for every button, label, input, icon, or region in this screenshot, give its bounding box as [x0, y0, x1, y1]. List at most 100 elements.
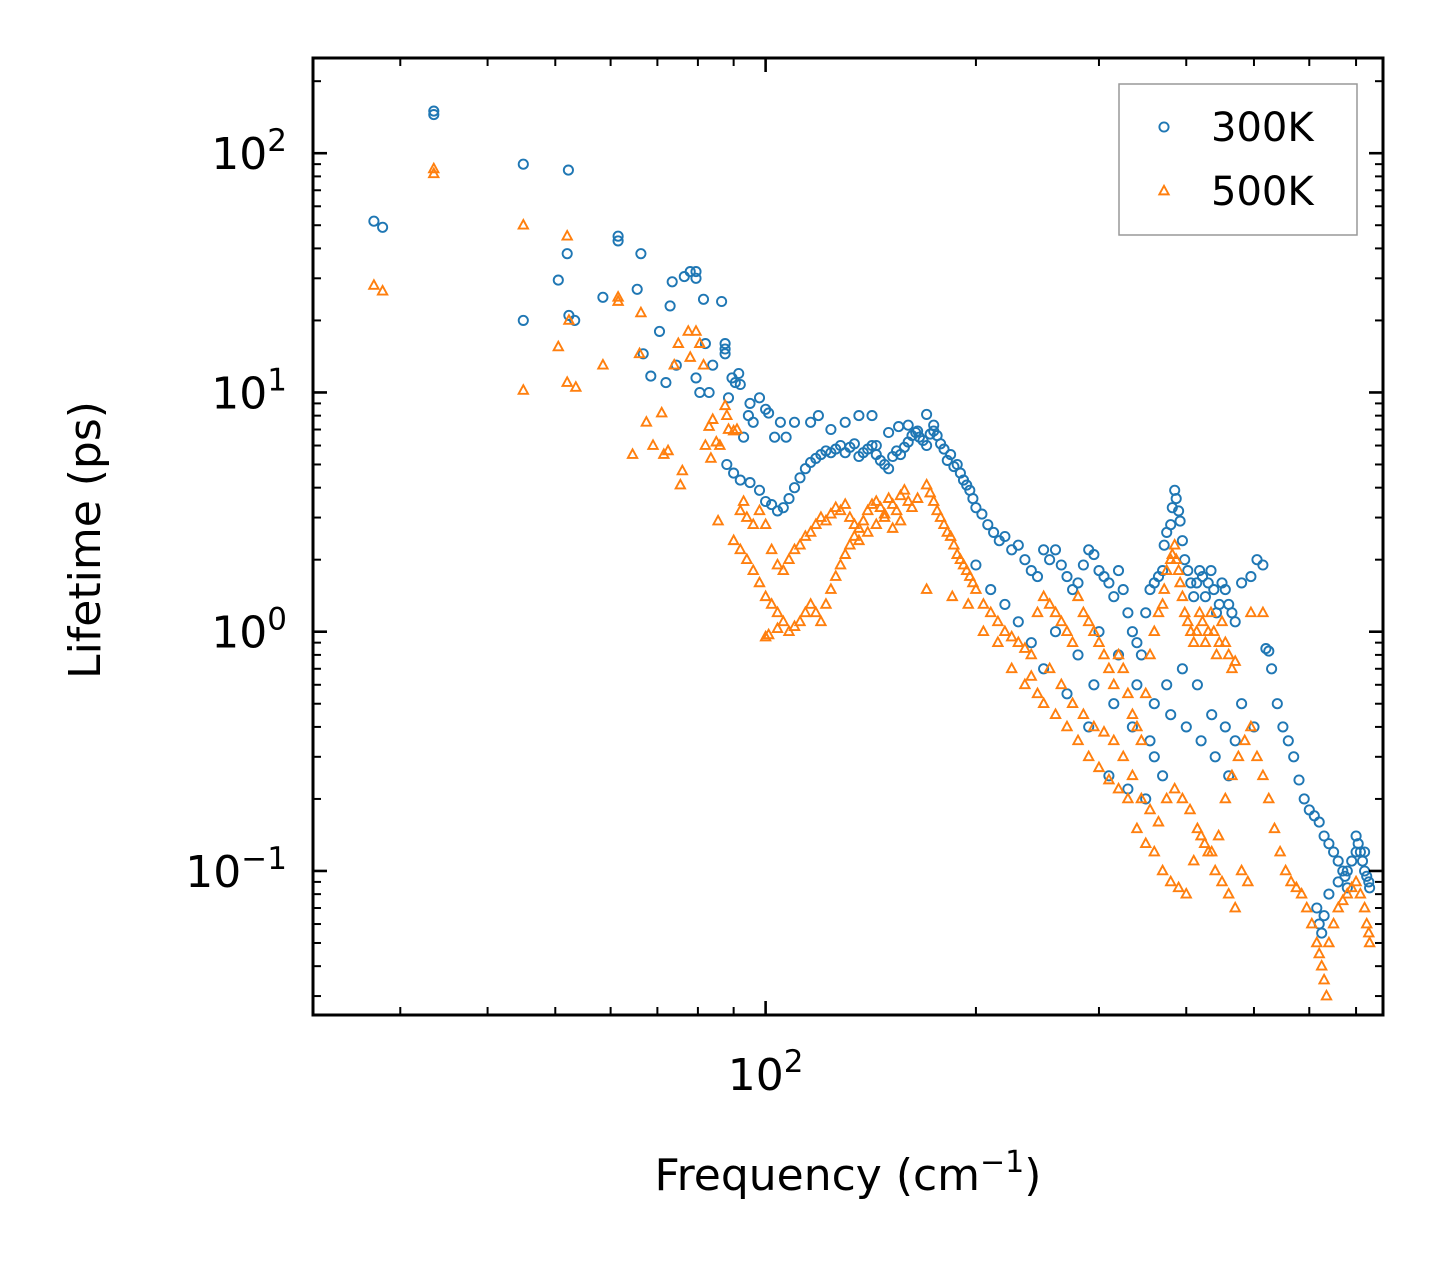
point-500K [1228, 654, 1242, 666]
point-500K [782, 552, 796, 565]
point-300K [999, 598, 1011, 610]
point-500K [882, 491, 895, 503]
point-500K [634, 305, 648, 318]
legend-label: 500K [1211, 169, 1315, 215]
point-500K [793, 614, 807, 627]
point-500K [824, 582, 838, 594]
point-500K [809, 605, 823, 618]
point-300K [1323, 838, 1335, 850]
point-300K [825, 423, 837, 436]
point-300K [1194, 565, 1206, 577]
point-500K [1097, 725, 1111, 737]
point-500K [1215, 874, 1229, 887]
plot-frame [311, 56, 1385, 1017]
point-500K [689, 324, 703, 336]
point-300K [1067, 584, 1079, 596]
legend-item-300K: 300K [1158, 105, 1315, 151]
point-500K [1152, 814, 1165, 827]
point-300K [976, 508, 988, 520]
point-300K [612, 230, 624, 242]
point-500K [1208, 863, 1222, 876]
point-500K [1130, 821, 1144, 834]
point-500K [814, 614, 828, 627]
point-500K [1190, 624, 1203, 637]
legend-marker-circle [1158, 121, 1170, 133]
point-500K [1049, 707, 1062, 720]
point-300K [1313, 816, 1325, 828]
point-500K [771, 557, 784, 570]
point-500K [1173, 575, 1187, 588]
point-500K [991, 614, 1005, 627]
point-300K [1223, 770, 1235, 782]
point-300K [1012, 616, 1024, 628]
point-500K [804, 597, 817, 609]
point-500K [1340, 886, 1354, 899]
point-500K [1172, 880, 1185, 893]
point-500K [376, 284, 389, 296]
point-500K [1135, 791, 1148, 804]
point-500K [1241, 874, 1255, 887]
point-500K [1031, 686, 1044, 699]
point-500K [672, 336, 685, 348]
point-500K [1305, 916, 1319, 929]
point-500K [865, 497, 879, 509]
point-500K [1194, 828, 1208, 841]
point-300K [569, 314, 581, 326]
point-500K [1082, 749, 1095, 762]
point-500K [730, 422, 744, 434]
point-500K [1043, 597, 1056, 609]
legend-items: 300K 500K [1157, 105, 1315, 215]
point-500K [1219, 635, 1232, 647]
point-500K [1284, 874, 1298, 887]
point-300K [1166, 502, 1178, 514]
point-300K [1025, 565, 1037, 577]
point-500K [894, 488, 907, 501]
point-300K [1199, 591, 1211, 603]
point-500K [1148, 624, 1161, 637]
point-500K [1168, 781, 1181, 794]
point-300K [753, 392, 766, 404]
point-500K [1212, 828, 1225, 841]
point-500K [838, 547, 852, 559]
point-300K [1364, 882, 1376, 894]
point-300K [637, 348, 649, 360]
point-300K [703, 386, 715, 399]
point-300K [1170, 493, 1182, 505]
point-500K [1087, 624, 1101, 637]
point-300K [780, 431, 792, 443]
point-500K [1310, 935, 1324, 948]
point-500K [869, 517, 883, 530]
point-300K [945, 449, 957, 461]
point-500K [596, 358, 610, 370]
point-300K [729, 377, 741, 389]
point-300K [1229, 616, 1241, 628]
point-500K [562, 313, 576, 325]
point-500K [878, 510, 891, 522]
point-300K [1176, 663, 1188, 675]
point-500K [611, 294, 625, 306]
point-300K [1061, 571, 1073, 583]
legend-item-500K: 500K [1157, 169, 1315, 215]
point-500K [814, 510, 828, 522]
point-500K [829, 569, 843, 581]
point-500K [1198, 836, 1211, 849]
point-500K [1184, 624, 1198, 637]
point-500K [1066, 696, 1079, 709]
point-500K [930, 503, 944, 516]
point-300K [645, 370, 657, 382]
point-500K [1130, 719, 1144, 732]
point-300K [738, 431, 750, 443]
point-300K [753, 484, 766, 496]
point-300K [1236, 577, 1248, 589]
point-500K [1126, 707, 1139, 720]
point-500K [843, 537, 857, 550]
point-300K [1185, 577, 1197, 589]
point-300K [883, 426, 895, 439]
point-500K [852, 533, 866, 546]
y-tick-label: 102 [211, 123, 287, 180]
point-300K [1077, 559, 1089, 571]
point-500K [740, 552, 754, 565]
point-500K [1043, 661, 1056, 674]
point-500K [1116, 661, 1130, 674]
point-500K [427, 161, 441, 174]
